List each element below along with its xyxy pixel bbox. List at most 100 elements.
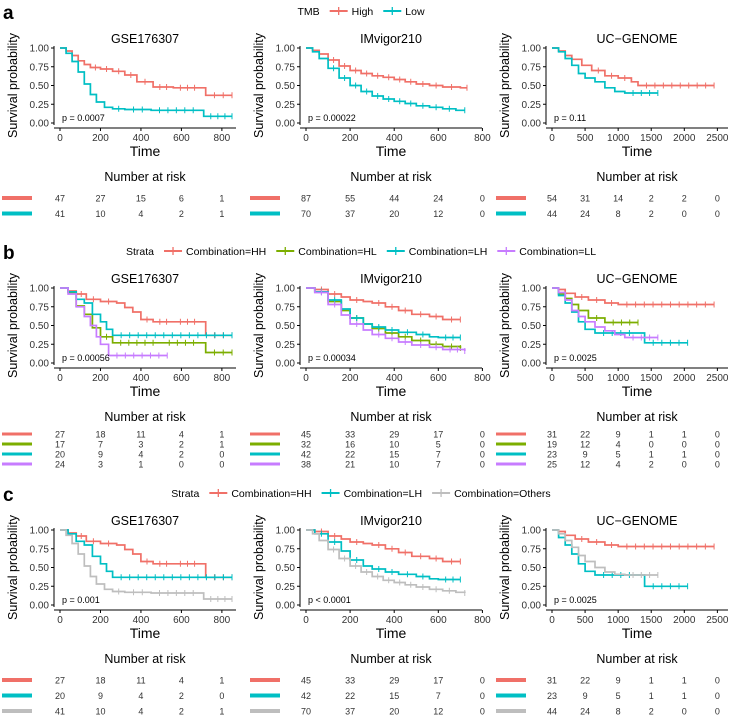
risk-count: 0 [480,440,485,450]
risk-count: 16 [345,440,355,450]
y-tick-label: 0.50 [276,563,296,574]
x-tick-label: 200 [342,133,359,144]
risk-count: 0 [715,707,720,716]
risk-count: 11 [136,430,145,440]
risk-count: 1 [219,430,224,440]
risk-count: 54 [547,194,557,204]
x-axis-label: Time [376,383,407,399]
y-tick-label: 0.50 [276,81,296,92]
y-tick-label: 0.00 [30,119,50,130]
y-tick-label: 0.75 [30,302,50,313]
risk-count: 0 [649,440,654,450]
risk-count: 12 [433,209,443,219]
risk-count: 1 [649,450,654,460]
risk-count: 5 [616,450,621,460]
plot-title: UC−GENOME [597,514,678,528]
risk-count: 9 [98,450,103,460]
risk-table-title: Number at risk [104,652,186,666]
risk-count: 0 [682,460,687,470]
panel-letter: c [3,485,14,506]
y-tick-label: 0.50 [30,563,50,574]
risk-count: 4 [138,691,143,701]
panel-letter: b [3,243,15,264]
x-axis-label: Time [130,383,161,399]
risk-count: 24 [580,209,590,219]
y-tick-label: 0.00 [276,359,296,370]
risk-count: 29 [389,430,399,440]
x-tick-label: 600 [173,615,190,626]
p-value: p = 0.0025 [554,353,597,363]
x-tick-label: 0 [57,615,63,626]
risk-count: 10 [389,440,399,450]
panel-a: a TMB High Low GSE176307 0.00 0.25 0.50 0.75 1.00… [2,3,729,219]
plot-title: GSE176307 [111,514,179,528]
y-tick-label: 0.75 [276,62,296,73]
x-tick-label: 600 [430,615,447,626]
risk-table-title: Number at risk [596,410,678,424]
x-tick-label: 400 [133,615,150,626]
risk-count: 0 [715,450,720,460]
risk-table-title: Number at risk [104,410,186,424]
risk-count: 7 [436,450,441,460]
km-curve-hh [552,529,715,548]
y-tick-label: 1.00 [276,44,296,55]
x-tick-label: 400 [386,133,403,144]
p-value: p = 0.00034 [308,353,356,363]
risk-count: 1 [219,707,224,716]
km-curve-others [552,529,658,576]
risk-count: 8 [616,209,621,219]
y-tick-label: 0.75 [522,302,542,313]
y-tick-label: 0.00 [276,119,296,130]
risk-count: 0 [480,194,485,204]
x-tick-label: 1500 [640,373,663,384]
risk-count: 23 [547,450,557,460]
x-tick-label: 400 [386,373,403,384]
risk-count: 0 [179,460,184,470]
x-axis-label: Time [376,143,407,159]
risk-count: 31 [547,676,557,686]
risk-count: 25 [547,460,557,470]
risk-count: 42 [301,691,311,701]
km-curve-lh [552,529,688,588]
legend-item-lh: Combination=LH [344,488,423,500]
risk-count: 2 [179,707,184,716]
risk-count: 4 [616,460,621,470]
legend-title: Strata [171,488,199,500]
x-tick-label: 1000 [607,615,630,626]
risk-count: 14 [613,194,623,204]
y-tick-label: 0.00 [30,359,50,370]
risk-count: 0 [682,209,687,219]
km-curve-low [60,47,232,118]
legend-item-hl: Combination=HL [298,246,377,258]
risk-count: 0 [715,194,720,204]
x-tick-label: 600 [430,133,447,144]
risk-count: 12 [433,707,443,716]
y-tick-label: 0.00 [522,119,542,130]
risk-count: 1 [138,460,143,470]
y-tick-label: 0.25 [30,340,50,351]
y-axis-label: Survival probability [498,272,512,378]
risk-count: 10 [95,209,105,219]
x-axis-label: Time [622,625,653,641]
risk-count: 87 [301,194,311,204]
legend-title: TMB [298,6,320,18]
x-tick-label: 0 [303,133,309,144]
plot-title: IMvigor210 [360,272,422,286]
risk-count: 1 [649,676,654,686]
risk-count: 27 [95,194,105,204]
risk-count: 37 [345,209,355,219]
risk-count: 2 [649,707,654,716]
risk-count: 1 [649,430,654,440]
x-tick-label: 0 [303,615,309,626]
risk-count: 1 [219,676,224,686]
risk-count: 4 [138,707,143,716]
y-axis-label: Survival probability [498,514,512,620]
x-tick-label: 2000 [673,373,696,384]
risk-count: 3 [138,440,143,450]
y-axis-label: Survival probability [252,272,266,378]
risk-count: 12 [580,460,590,470]
y-tick-label: 0.25 [276,100,296,111]
risk-count: 70 [301,209,311,219]
risk-count: 0 [480,209,485,219]
y-tick-label: 0.00 [522,601,542,612]
